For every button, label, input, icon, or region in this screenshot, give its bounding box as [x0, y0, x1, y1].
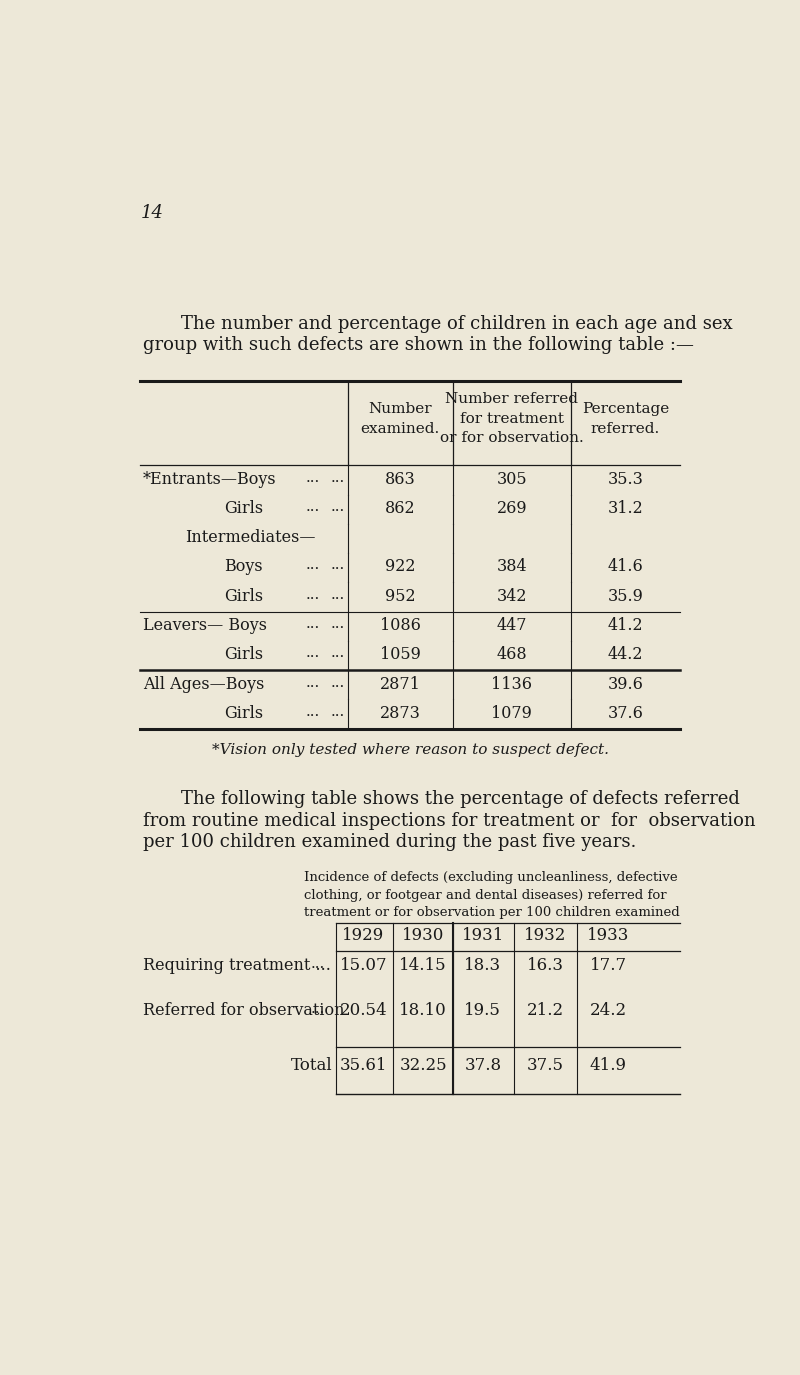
Text: ...: ...: [330, 617, 345, 631]
Text: 39.6: 39.6: [607, 675, 643, 693]
Text: 14: 14: [140, 204, 163, 221]
Text: from routine medical inspections for treatment or  for  observation: from routine medical inspections for tre…: [142, 811, 755, 829]
Text: 1136: 1136: [491, 675, 533, 693]
Text: 18.3: 18.3: [464, 957, 502, 975]
Text: ...: ...: [330, 705, 345, 719]
Text: Incidence of defects (excluding uncleanliness, defective
clothing, or footgear a: Incidence of defects (excluding uncleanl…: [304, 872, 680, 918]
Text: 384: 384: [497, 558, 527, 576]
Text: ...: ...: [330, 675, 345, 689]
Text: 35.61: 35.61: [340, 1057, 387, 1074]
Text: All Ages—Boys: All Ages—Boys: [142, 675, 264, 693]
Text: 863: 863: [385, 470, 416, 488]
Text: 1079: 1079: [491, 705, 532, 722]
Text: 342: 342: [497, 587, 527, 605]
Text: *Vision only tested where reason to suspect defect.: *Vision only tested where reason to susp…: [211, 742, 609, 756]
Text: 21.2: 21.2: [527, 1002, 564, 1019]
Text: 32.25: 32.25: [399, 1057, 447, 1074]
Text: ...: ...: [330, 558, 345, 572]
Text: 24.2: 24.2: [590, 1002, 627, 1019]
Text: 41.9: 41.9: [590, 1057, 627, 1074]
Text: ...: ...: [310, 957, 325, 971]
Text: Leavers— Boys: Leavers— Boys: [142, 617, 266, 634]
Text: ...: ...: [306, 500, 320, 514]
Text: 1929: 1929: [342, 927, 385, 945]
Text: 35.9: 35.9: [607, 587, 643, 605]
Text: 1086: 1086: [380, 617, 421, 634]
Text: 1931: 1931: [462, 927, 504, 945]
Text: ...: ...: [306, 646, 320, 660]
Text: group with such defects are shown in the following table :—: group with such defects are shown in the…: [142, 336, 694, 353]
Text: 44.2: 44.2: [608, 646, 643, 663]
Text: 862: 862: [385, 500, 416, 517]
Text: 305: 305: [497, 470, 527, 488]
Text: ...: ...: [306, 558, 320, 572]
Text: 41.6: 41.6: [607, 558, 643, 576]
Text: Girls: Girls: [224, 646, 263, 663]
Text: ...: ...: [306, 587, 320, 602]
Text: 17.7: 17.7: [590, 957, 627, 975]
Text: 16.3: 16.3: [527, 957, 564, 975]
Text: ...: ...: [306, 617, 320, 631]
Text: 952: 952: [385, 587, 416, 605]
Text: 2871: 2871: [380, 675, 421, 693]
Text: 31.2: 31.2: [607, 500, 643, 517]
Text: 1932: 1932: [525, 927, 567, 945]
Text: Total: Total: [291, 1057, 333, 1074]
Text: 37.6: 37.6: [607, 705, 643, 722]
Text: ...: ...: [306, 675, 320, 689]
Text: 922: 922: [385, 558, 415, 576]
Text: Number referred
for treatment
or for observation.: Number referred for treatment or for obs…: [440, 392, 584, 446]
Text: 14.15: 14.15: [399, 957, 447, 975]
Text: 15.07: 15.07: [340, 957, 387, 975]
Text: 468: 468: [497, 646, 527, 663]
Text: Girls: Girls: [224, 705, 263, 722]
Text: ...: ...: [310, 1002, 325, 1016]
Text: 2873: 2873: [380, 705, 421, 722]
Text: The following table shows the percentage of defects referred: The following table shows the percentage…: [182, 791, 740, 808]
Text: Number
examined.: Number examined.: [361, 402, 440, 436]
Text: 1930: 1930: [402, 927, 444, 945]
Text: 20.54: 20.54: [340, 1002, 387, 1019]
Text: ...: ...: [306, 470, 320, 485]
Text: Percentage
referred.: Percentage referred.: [582, 402, 669, 436]
Text: 18.10: 18.10: [399, 1002, 447, 1019]
Text: 41.2: 41.2: [608, 617, 643, 634]
Text: 1933: 1933: [587, 927, 630, 945]
Text: 447: 447: [497, 617, 527, 634]
Text: 37.5: 37.5: [527, 1057, 564, 1074]
Text: 1059: 1059: [380, 646, 421, 663]
Text: Girls: Girls: [224, 587, 263, 605]
Text: *Entrants—Boys: *Entrants—Boys: [142, 470, 276, 488]
Text: Requiring treatment ...: Requiring treatment ...: [142, 957, 330, 975]
Text: ...: ...: [330, 470, 345, 485]
Text: 269: 269: [497, 500, 527, 517]
Text: ...: ...: [306, 705, 320, 719]
Text: Boys: Boys: [224, 558, 262, 576]
Text: Intermediates—: Intermediates—: [186, 529, 316, 546]
Text: ...: ...: [330, 646, 345, 660]
Text: 19.5: 19.5: [465, 1002, 502, 1019]
Text: The number and percentage of children in each age and sex: The number and percentage of children in…: [182, 315, 733, 333]
Text: Girls: Girls: [224, 500, 263, 517]
Text: ...: ...: [330, 500, 345, 514]
Text: 37.8: 37.8: [464, 1057, 502, 1074]
Text: ...: ...: [330, 587, 345, 602]
Text: Referred for observation: Referred for observation: [142, 1002, 344, 1019]
Text: 35.3: 35.3: [607, 470, 643, 488]
Text: per 100 children examined during the past five years.: per 100 children examined during the pas…: [142, 833, 636, 851]
